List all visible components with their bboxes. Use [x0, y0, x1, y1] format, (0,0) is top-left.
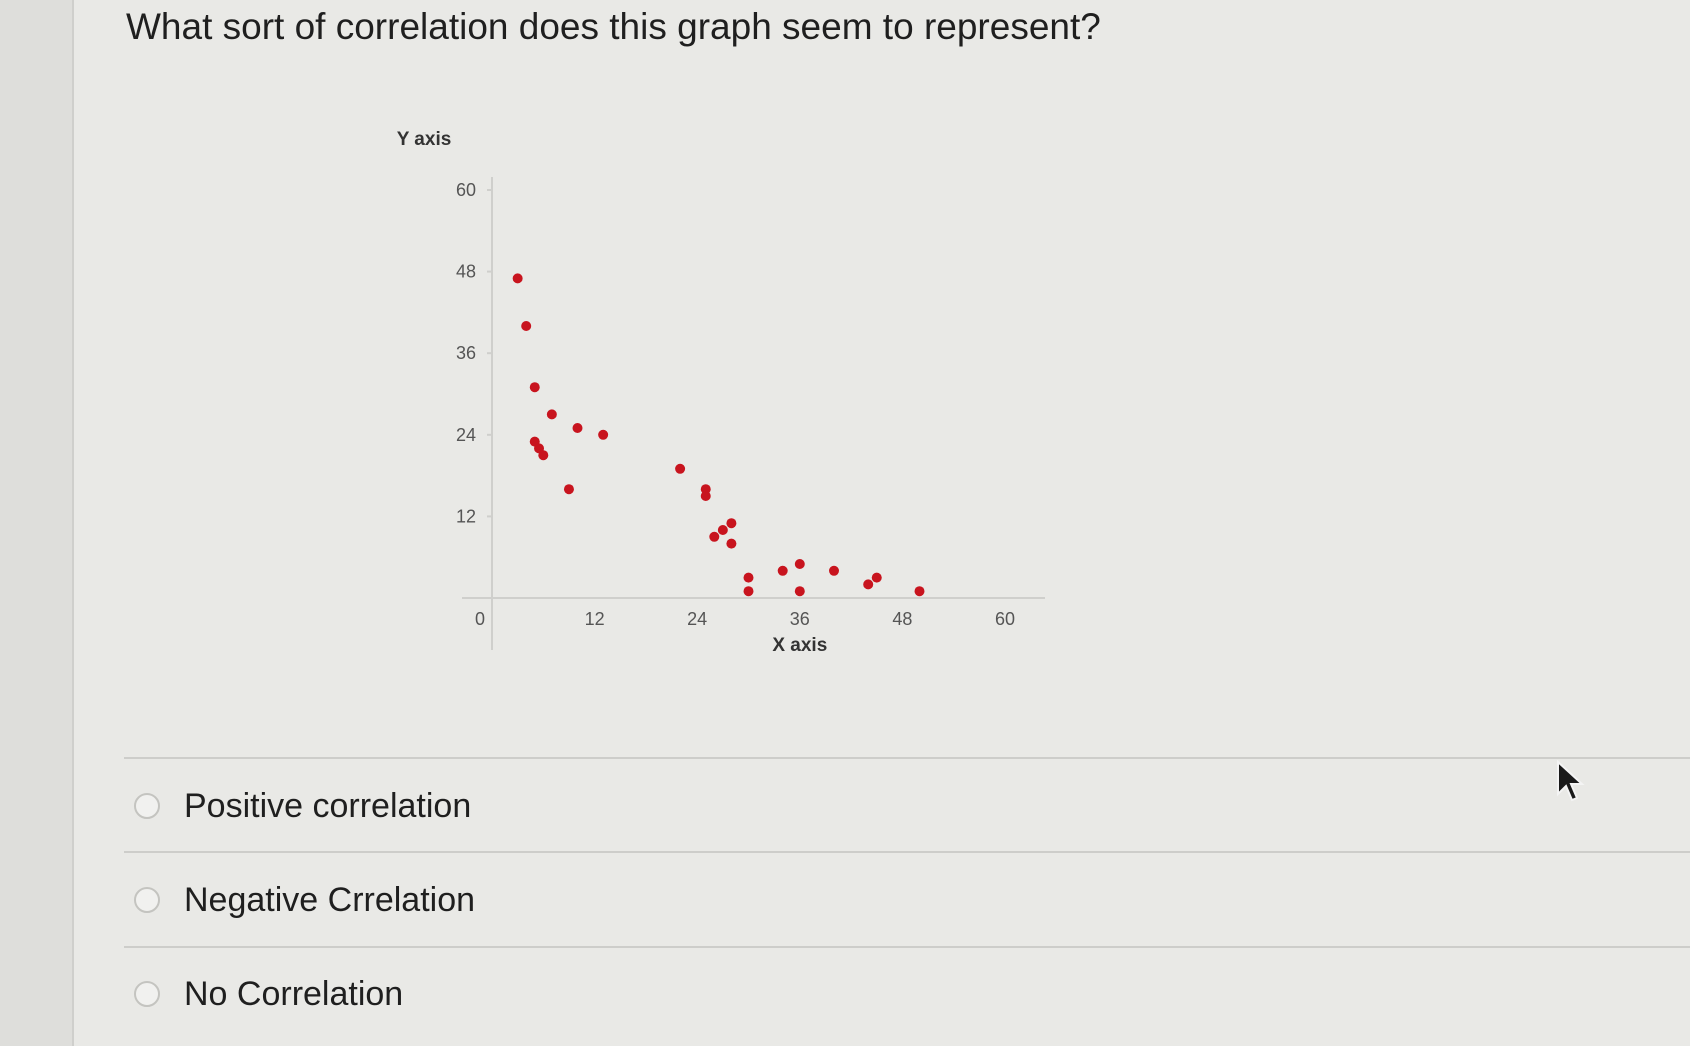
scatter-point: [777, 565, 788, 576]
divider-top: [124, 757, 1690, 759]
option-positive-correlation[interactable]: Positive correlation: [134, 776, 471, 836]
scatter-chart: Y axis X axis 0 12 24 36 48 60 12 24 36 48 60: [380, 125, 1080, 665]
scatter-point: [709, 531, 720, 542]
option-label-negative: Negative Crrelation: [184, 880, 476, 919]
x-tick-label: 12: [585, 609, 605, 629]
scatter-point: [700, 491, 711, 501]
option-label-none: No Correlation: [184, 974, 404, 1013]
divider-2: [124, 946, 1690, 948]
scatter-point: [717, 525, 728, 535]
radio-positive-correlation[interactable]: [134, 793, 160, 819]
scatter-point: [598, 429, 609, 440]
x-tick-label: 48: [892, 609, 912, 629]
y-axis-title: Y axis: [397, 129, 452, 150]
scatter-point: [743, 586, 754, 597]
y-tick-label: 12: [456, 506, 476, 526]
scatter-point: [538, 450, 549, 461]
scatter-point: [546, 409, 557, 420]
scatter-point: [743, 572, 754, 583]
radio-no-correlation[interactable]: [134, 981, 160, 1007]
mouse-pointer-icon: [1557, 760, 1585, 802]
x-tick-label: 36: [790, 609, 810, 629]
scatter-point: [675, 463, 686, 474]
option-negative-correlation[interactable]: Negative Crrelation: [134, 870, 475, 930]
x-axis-title: X axis: [772, 635, 827, 656]
scatter-point: [726, 518, 737, 529]
scatter-point: [794, 586, 805, 597]
radio-negative-correlation[interactable]: [134, 887, 160, 913]
scatter-point: [521, 321, 532, 331]
option-no-correlation[interactable]: No Correlation: [134, 964, 403, 1024]
scatter-point: [512, 273, 523, 284]
scatter-point: [871, 572, 882, 583]
x-tick-label: 24: [687, 609, 707, 629]
y-tick-label: 48: [456, 262, 476, 282]
left-sidebar-strip: [0, 0, 74, 1046]
y-tick-label: 60: [456, 180, 476, 200]
x-tick-label: 0: [475, 609, 485, 629]
scatter-point: [914, 586, 925, 597]
y-tick-label: 36: [456, 343, 476, 363]
scatter-point: [563, 484, 574, 495]
question-panel: [74, 0, 1690, 1046]
option-label-positive: Positive correlation: [184, 786, 472, 825]
question-text: What sort of correlation does this graph…: [126, 6, 1101, 47]
scatter-point: [726, 538, 737, 549]
scatter-point: [794, 559, 805, 569]
y-tick-label: 24: [456, 425, 476, 445]
divider-1: [124, 851, 1690, 853]
scatter-point: [529, 382, 540, 393]
scatter-point: [863, 579, 874, 590]
x-tick-label: 60: [995, 609, 1015, 629]
scatter-point: [572, 423, 583, 433]
scatter-chart-svg: Y axis X axis 0 12 24 36 48 60 12 24 36 48 60: [397, 129, 1045, 656]
scatter-point: [829, 565, 839, 576]
